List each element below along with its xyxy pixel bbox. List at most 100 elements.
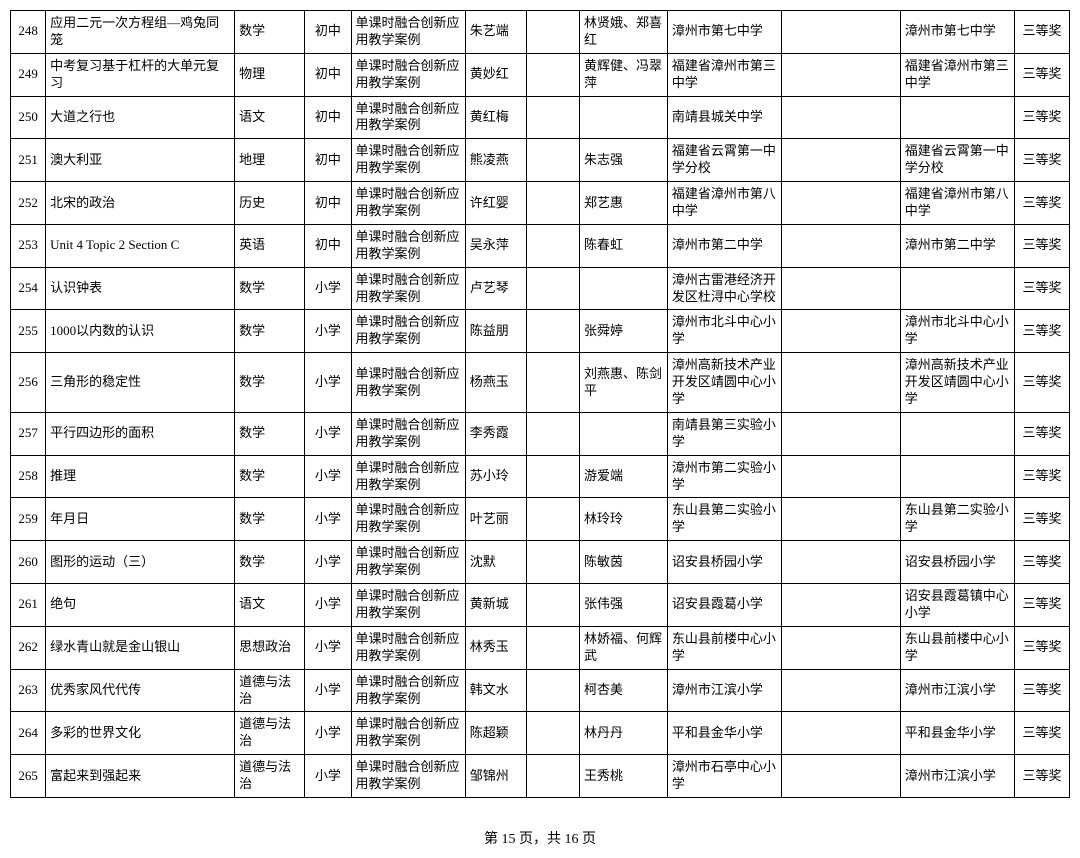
table-cell [782,139,901,182]
table-cell [782,53,901,96]
table-cell [782,412,901,455]
table-cell: 福建省云霄第一中学分校 [667,139,781,182]
table-cell: 三等奖 [1014,182,1069,225]
table-cell [527,353,580,413]
table-cell: 福建省漳州市第八中学 [667,182,781,225]
table-cell: 254 [11,267,46,310]
table-cell: 255 [11,310,46,353]
table-cell: 三等奖 [1014,498,1069,541]
table-cell: 数学 [235,498,305,541]
table-cell: 朱艺端 [465,11,527,54]
table-cell: 258 [11,455,46,498]
table-cell: 单课时融合创新应用教学案例 [351,53,465,96]
table-cell: 富起来到强起来 [46,755,235,798]
table-cell [527,755,580,798]
table-cell: 数学 [235,310,305,353]
table-cell [527,267,580,310]
table-row: 265富起来到强起来道德与法治小学单课时融合创新应用教学案例邹锦州王秀桃漳州市石… [11,755,1070,798]
table-cell: 小学 [305,669,351,712]
table-cell: 初中 [305,53,351,96]
table-row: 256三角形的稳定性数学小学单课时融合创新应用教学案例杨燕玉刘燕惠、陈剑平漳州高… [11,353,1070,413]
table-cell [782,267,901,310]
table-cell: 林玲玲 [579,498,667,541]
table-cell: 三等奖 [1014,712,1069,755]
table-cell: 单课时融合创新应用教学案例 [351,96,465,139]
table-cell: 林丹丹 [579,712,667,755]
table-cell: 单课时融合创新应用教学案例 [351,455,465,498]
table-row: 248应用二元一次方程组—鸡兔同笼数学初中单课时融合创新应用教学案例朱艺端林贤娥… [11,11,1070,54]
table-cell [527,669,580,712]
table-cell: 邹锦州 [465,755,527,798]
table-row: 261绝句语文小学单课时融合创新应用教学案例黄新城张伟强诏安县霞葛小学诏安县霞葛… [11,584,1070,627]
table-cell: 英语 [235,224,305,267]
table-cell: 259 [11,498,46,541]
table-cell: 东山县前楼中心小学 [900,626,1014,669]
table-cell: 道德与法治 [235,712,305,755]
table-cell: 漳州市北斗中心小学 [667,310,781,353]
table-cell: 东山县第二实验小学 [667,498,781,541]
table-row: 252北宋的政治历史初中单课时融合创新应用教学案例许红婴郑艺惠福建省漳州市第八中… [11,182,1070,225]
table-cell: 小学 [305,412,351,455]
table-cell: 应用二元一次方程组—鸡兔同笼 [46,11,235,54]
table-cell: 单课时融合创新应用教学案例 [351,310,465,353]
table-cell [527,224,580,267]
table-cell [782,96,901,139]
page-footer: 第 15 页，共 16 页 [10,828,1070,848]
table-cell: 澳大利亚 [46,139,235,182]
table-row: 259年月日数学小学单课时融合创新应用教学案例叶艺丽林玲玲东山县第二实验小学东山… [11,498,1070,541]
table-cell [579,412,667,455]
table-cell: 年月日 [46,498,235,541]
table-cell: 单课时融合创新应用教学案例 [351,626,465,669]
table-cell: 大道之行也 [46,96,235,139]
table-cell [579,267,667,310]
table-cell: 林贤娥、郑喜红 [579,11,667,54]
table-cell [527,182,580,225]
table-cell [782,310,901,353]
table-cell [527,96,580,139]
table-cell: 262 [11,626,46,669]
table-cell: 熊凌燕 [465,139,527,182]
table-cell: 三等奖 [1014,139,1069,182]
table-cell: 林秀玉 [465,626,527,669]
table-cell: 单课时融合创新应用教学案例 [351,353,465,413]
table-cell: 诏安县桥园小学 [667,541,781,584]
table-cell: 248 [11,11,46,54]
table-cell: 三等奖 [1014,11,1069,54]
table-cell: 三等奖 [1014,310,1069,353]
table-cell: 福建省漳州市第八中学 [900,182,1014,225]
table-cell: 初中 [305,182,351,225]
table-row: 2551000以内数的认识数学小学单课时融合创新应用教学案例陈益朋张舜婷漳州市北… [11,310,1070,353]
table-cell [527,139,580,182]
table-cell: 诏安县霞葛镇中心小学 [900,584,1014,627]
table-cell: 刘燕惠、陈剑平 [579,353,667,413]
table-row: 257平行四边形的面积数学小学单课时融合创新应用教学案例李秀霞南靖县第三实验小学… [11,412,1070,455]
table-cell: 三等奖 [1014,96,1069,139]
table-cell: 251 [11,139,46,182]
table-cell: 单课时融合创新应用教学案例 [351,267,465,310]
table-cell: 漳州市江滨小学 [900,669,1014,712]
table-cell: 单课时融合创新应用教学案例 [351,755,465,798]
table-cell: 朱志强 [579,139,667,182]
table-cell: 图形的运动（三） [46,541,235,584]
table-cell: 三等奖 [1014,412,1069,455]
table-cell: 264 [11,712,46,755]
table-row: 251澳大利亚地理初中单课时融合创新应用教学案例熊凌燕朱志强福建省云霄第一中学分… [11,139,1070,182]
table-cell: 三等奖 [1014,669,1069,712]
table-row: 258推理数学小学单课时融合创新应用教学案例苏小玲游爱端漳州市第二实验小学三等奖 [11,455,1070,498]
table-row: 264多彩的世界文化道德与法治小学单课时融合创新应用教学案例陈超颖林丹丹平和县金… [11,712,1070,755]
table-cell: 三等奖 [1014,53,1069,96]
table-cell: 游爱端 [579,455,667,498]
table-cell [782,712,901,755]
table-cell: 单课时融合创新应用教学案例 [351,541,465,584]
table-cell: 三等奖 [1014,584,1069,627]
table-cell: 福建省漳州市第三中学 [900,53,1014,96]
table-cell [782,669,901,712]
table-cell: 李秀霞 [465,412,527,455]
table-cell: 249 [11,53,46,96]
table-cell: 张舜婷 [579,310,667,353]
table-cell: 数学 [235,541,305,584]
table-cell: 王秀桃 [579,755,667,798]
table-cell: 柯杏美 [579,669,667,712]
table-cell [527,712,580,755]
table-cell: 陈敏茵 [579,541,667,584]
